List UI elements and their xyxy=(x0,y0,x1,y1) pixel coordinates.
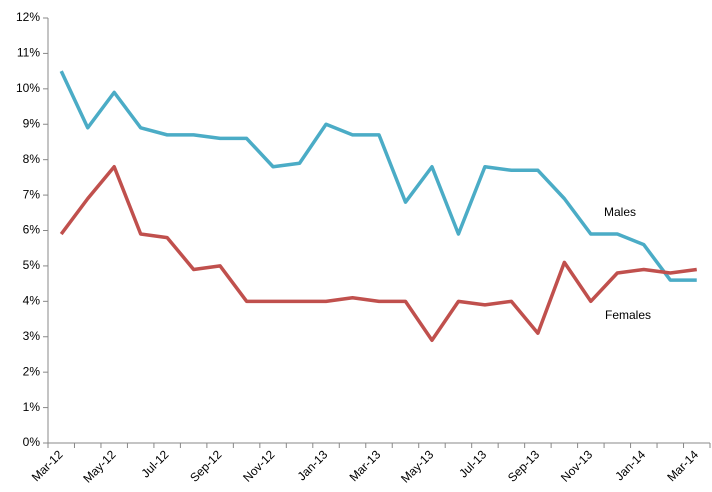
y-tick-label: 7% xyxy=(23,187,41,201)
y-tick-label: 8% xyxy=(23,152,41,166)
x-tick-label: Jan-13 xyxy=(295,447,331,483)
x-tick-label: Jan-14 xyxy=(612,447,648,483)
y-tick-label: 0% xyxy=(23,435,41,449)
x-tick-label: Mar-13 xyxy=(347,447,384,484)
line-series xyxy=(59,70,697,282)
y-tick-label: 1% xyxy=(23,400,41,414)
x-tick-label: Sep-12 xyxy=(187,447,224,484)
y-tick-label: 12% xyxy=(16,10,40,24)
x-tick-label: May-12 xyxy=(80,447,118,485)
x-tick-label: Nov-13 xyxy=(558,447,595,484)
y-tick-label: 6% xyxy=(23,223,41,237)
x-tick-label: Mar-12 xyxy=(29,447,66,484)
y-tick-label: 4% xyxy=(23,294,41,308)
y-tick-label: 10% xyxy=(16,81,40,95)
series-label: Females xyxy=(605,308,651,322)
x-tick-label: Sep-13 xyxy=(505,447,542,484)
x-tick-label: Jul-13 xyxy=(456,447,489,480)
line-series xyxy=(59,165,697,343)
y-tick-label: 11% xyxy=(17,46,40,60)
y-tick-label: 2% xyxy=(23,364,41,378)
y-tick-label: 9% xyxy=(23,116,41,130)
x-tick-label: Jul-12 xyxy=(139,447,172,480)
series-label: Males xyxy=(604,205,636,219)
y-tick-label: 3% xyxy=(23,329,41,343)
x-tick-label: May-13 xyxy=(398,447,436,485)
y-tick-label: 5% xyxy=(23,258,41,272)
x-tick-label: Nov-12 xyxy=(240,447,277,484)
x-tick-label: Mar-14 xyxy=(664,447,701,484)
